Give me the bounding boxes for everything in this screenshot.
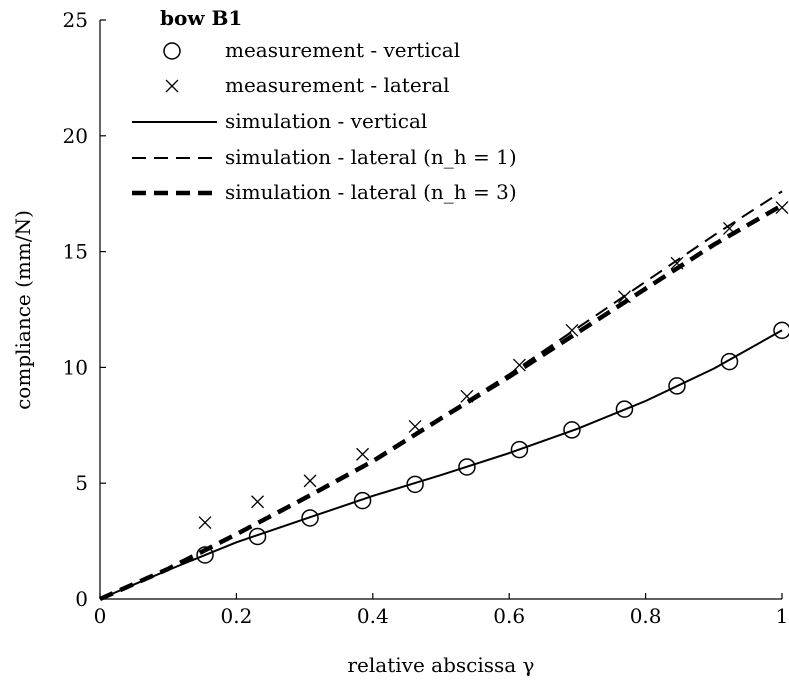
data-point-cross (356, 447, 370, 461)
legend-entry-simulation-lateral-nh1: simulation - lateral (n_h = 1) (225, 145, 517, 169)
data-point-circle (458, 458, 476, 476)
data-point-cross (303, 474, 317, 488)
legend-entry-measurement-vertical: measurement - vertical (225, 38, 460, 62)
data-point-circle (248, 527, 267, 546)
legend-entry-simulation-vertical: simulation - vertical (225, 109, 427, 133)
series-line (99, 203, 784, 602)
data-point-cross (670, 256, 684, 270)
x-ticks: 0 0.2 0.4 0.6 0.8 1 (94, 593, 789, 628)
legend-swatch-circle (163, 42, 181, 60)
x-tick-label: 0 (94, 604, 107, 628)
legend-entry-simulation-lateral-nh3: simulation - lateral (n_h = 3) (225, 180, 517, 204)
data-point-cross (512, 358, 526, 372)
data-point-cross (775, 201, 789, 215)
data-point-cross (408, 419, 422, 433)
y-tick-label: 0 (75, 587, 88, 611)
data-point-circle (301, 509, 319, 527)
x-tick-label: 0.4 (357, 604, 389, 628)
series-line (99, 329, 783, 600)
series-line (99, 190, 783, 600)
legend: bow B1 measurement - vertical measuremen… (132, 6, 517, 204)
axes (99, 20, 782, 600)
y-tick-label: 20 (63, 124, 88, 148)
data-point-cross (251, 495, 265, 509)
data-point-circle (563, 421, 581, 439)
y-axis-label: compliance (mm/N) (11, 210, 35, 410)
data-point-circle (353, 491, 372, 510)
legend-entry-measurement-lateral: measurement - lateral (225, 73, 450, 97)
data-point-circle (510, 440, 529, 459)
y-tick-label: 5 (75, 471, 88, 495)
x-tick-label: 0.8 (630, 604, 662, 628)
series-layer (99, 190, 789, 602)
data-point-circle (615, 400, 634, 418)
data-point-circle (196, 546, 214, 564)
y-tick-label: 25 (63, 8, 88, 32)
data-point-circle (773, 321, 789, 340)
y-tick-label: 15 (63, 240, 88, 264)
data-point-cross (460, 389, 474, 403)
legend-title: bow B1 (160, 6, 242, 30)
data-point-circle (406, 475, 424, 494)
data-point-cross (198, 516, 212, 530)
data-point-cross (617, 290, 631, 304)
data-point-circle (668, 377, 686, 395)
x-tick-label: 0.2 (220, 604, 252, 628)
y-ticks: 0 5 10 15 20 25 (63, 8, 106, 611)
data-point-cross (565, 323, 579, 337)
x-tick-label: 0.6 (493, 604, 525, 628)
data-point-cross (723, 221, 736, 235)
x-axis-label: relative abscissa γ (348, 653, 535, 677)
y-tick-label: 10 (63, 355, 88, 379)
legend-swatch-cross (165, 79, 179, 93)
data-point-circle (720, 352, 739, 371)
x-tick-label: 1 (776, 604, 789, 628)
